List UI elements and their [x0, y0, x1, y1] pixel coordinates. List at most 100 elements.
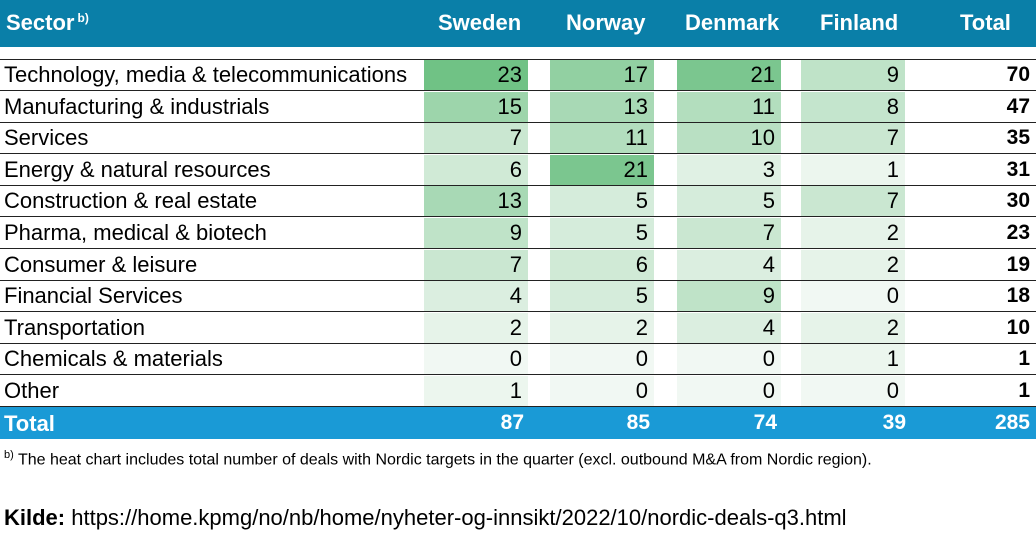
heat-cell: 11	[550, 123, 654, 154]
heat-cell: 0	[550, 376, 654, 406]
row-total: 47	[1006, 94, 1030, 118]
heat-cell: 2	[550, 312, 654, 343]
header-sector: Sector b)	[6, 10, 89, 36]
row-total: 23	[1006, 221, 1030, 244]
sector-label: Manufacturing & industrials	[4, 93, 270, 119]
grand-total: 285	[994, 410, 1030, 434]
sector-label: Energy & natural resources	[4, 156, 271, 182]
header-total: Total	[960, 10, 1011, 35]
row-total: 30	[1006, 189, 1030, 213]
sector-label: Other	[4, 378, 60, 403]
heat-cell: 4	[424, 281, 528, 312]
heat-cell: 13	[424, 186, 528, 217]
heat-cell: 5	[550, 218, 654, 248]
table-header: Sector b) Sweden Norway Denmark Finland T…	[0, 0, 1036, 47]
heat-cell: 5	[550, 186, 654, 217]
header-finland: Finland	[820, 10, 899, 35]
heat-cell: 2	[801, 249, 905, 280]
heat-cell: 2	[801, 312, 905, 343]
heat-cell: 8	[801, 91, 905, 122]
heat-cell: 0	[424, 344, 528, 375]
table-row: Construction & real estate 13 5 5 7 30	[0, 186, 1036, 218]
heat-cell: 7	[424, 123, 528, 154]
heat-cell: 9	[677, 281, 781, 312]
row-total: 1	[1018, 379, 1030, 402]
table-row: Consumer & leisure 7 6 4 2 19	[0, 249, 1036, 281]
heat-cell: 3	[677, 154, 781, 185]
heat-cell: 4	[677, 249, 781, 280]
table-top-rule	[0, 59, 1036, 60]
column-total: 85	[626, 410, 650, 434]
footnote: b) The heat chart includes total number …	[4, 449, 872, 469]
header-sector-label: Sector	[6, 10, 75, 35]
column-total: 74	[753, 410, 777, 434]
sector-label: Financial Services	[4, 283, 183, 309]
header-norway: Norway	[566, 10, 646, 35]
heat-cell: 9	[801, 60, 905, 90]
heat-cell: 1	[801, 344, 905, 375]
heat-cell: 15	[424, 91, 528, 122]
row-total: 1	[1018, 347, 1030, 371]
table-row: Pharma, medical & biotech 9 5 7 2 23	[0, 218, 1036, 249]
source-url: https://home.kpmg/no/nb/home/nyheter-og-…	[65, 505, 847, 530]
sector-label: Technology, media & telecommunications	[4, 62, 408, 87]
total-row: Total 87 85 74 39 285	[0, 406, 1036, 439]
row-total: 70	[1006, 63, 1030, 86]
heat-cell: 7	[424, 249, 528, 280]
heat-cell: 0	[677, 376, 781, 406]
table-row: Chemicals & materials 0 0 0 1 1	[0, 344, 1036, 376]
heat-cell: 0	[801, 281, 905, 312]
sector-label: Consumer & leisure	[4, 251, 198, 277]
heat-cell: 11	[677, 91, 781, 122]
heat-cell: 9	[424, 218, 528, 248]
heat-cell: 6	[550, 249, 654, 280]
heat-cell: 10	[677, 123, 781, 154]
sector-label: Transportation	[4, 314, 146, 340]
heat-cell: 2	[801, 218, 905, 248]
sector-label: Pharma, medical & biotech	[4, 220, 267, 245]
heat-cell: 6	[424, 154, 528, 185]
heat-cell: 17	[550, 60, 654, 90]
column-total: 87	[500, 410, 524, 434]
table-row: Financial Services 4 5 9 0 18	[0, 281, 1036, 313]
header-sector-sup: b)	[77, 10, 89, 25]
table-row: Transportation 2 2 4 2 10	[0, 312, 1036, 344]
heat-cell: 2	[424, 312, 528, 343]
table-row: Technology, media & telecommunications 23…	[0, 60, 1036, 91]
header-sweden: Sweden	[438, 10, 522, 35]
row-total: 19	[1006, 252, 1030, 276]
table-row: Manufacturing & industrials 15 13 11 8 47	[0, 91, 1036, 123]
heat-cell: 0	[677, 344, 781, 375]
table-row: Energy & natural resources 6 21 3 1 31	[0, 154, 1036, 186]
heat-cell: 21	[550, 154, 654, 185]
heat-cell: 1	[801, 154, 905, 185]
source-line: Kilde: https://home.kpmg/no/nb/home/nyhe…	[4, 505, 847, 531]
sector-label: Construction & real estate	[4, 188, 258, 214]
heat-cell: 5	[677, 186, 781, 217]
header-denmark: Denmark	[685, 10, 780, 35]
footnote-sup: b)	[4, 449, 14, 461]
table-row: Other 1 0 0 0 1	[0, 376, 1036, 407]
row-total: 10	[1006, 315, 1030, 339]
total-row-label: Total	[4, 410, 55, 436]
footnote-text: The heat chart includes total number of …	[13, 451, 872, 469]
heat-cell: 1	[424, 376, 528, 406]
source-label: Kilde:	[4, 505, 66, 530]
heat-cell: 13	[550, 91, 654, 122]
row-total: 35	[1006, 126, 1030, 150]
heat-cell: 21	[677, 60, 781, 90]
sector-label: Chemicals & materials	[4, 346, 223, 372]
heat-cell: 23	[424, 60, 528, 90]
heat-cell: 7	[801, 186, 905, 217]
heat-cell: 5	[550, 281, 654, 312]
heat-cell: 0	[801, 376, 905, 406]
column-total: 39	[882, 410, 906, 434]
row-total: 31	[1006, 157, 1030, 181]
heat-cell: 0	[550, 344, 654, 375]
row-total: 18	[1006, 284, 1030, 308]
heat-cell: 7	[677, 218, 781, 248]
heat-cell: 4	[677, 312, 781, 343]
table-row: Services 7 11 10 7 35	[0, 123, 1036, 155]
sector-label: Services	[4, 125, 89, 151]
heat-cell: 7	[801, 123, 905, 154]
